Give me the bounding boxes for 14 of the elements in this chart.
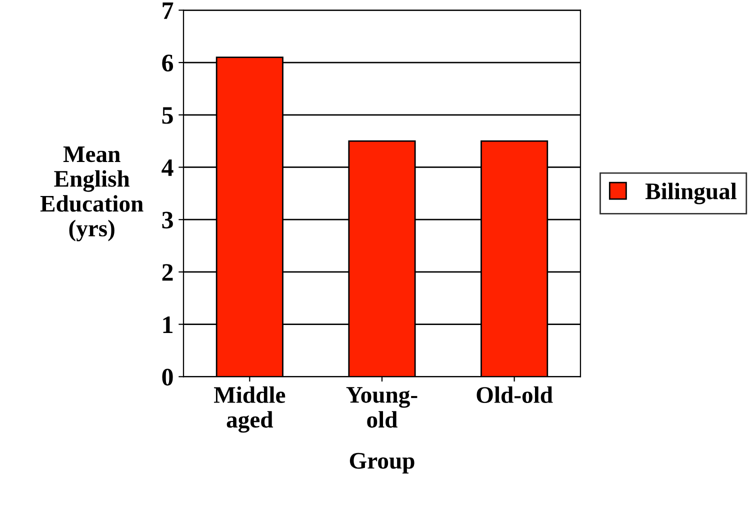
y-tick-label: 7	[162, 2, 174, 19]
y-tick-label: 5	[162, 107, 173, 124]
x-tick-label: Middle aged	[214, 386, 286, 433]
y-tick-label: 6	[162, 54, 174, 72]
x-tick-label: Young- old	[346, 387, 418, 428]
legend-label: Bilingual	[645, 182, 737, 204]
y-tick-label: 3	[162, 212, 173, 229]
y-tick-label: 4	[162, 159, 174, 176]
y-tick-label: 2	[162, 264, 173, 281]
y-tick-label: 1	[163, 316, 172, 333]
x-axis-title: Group	[350, 452, 414, 474]
y-axis-title: Mean English Education (yrs)	[40, 146, 144, 242]
x-tick-label: Old-old	[476, 386, 553, 403]
y-tick-label: 0	[162, 368, 173, 386]
